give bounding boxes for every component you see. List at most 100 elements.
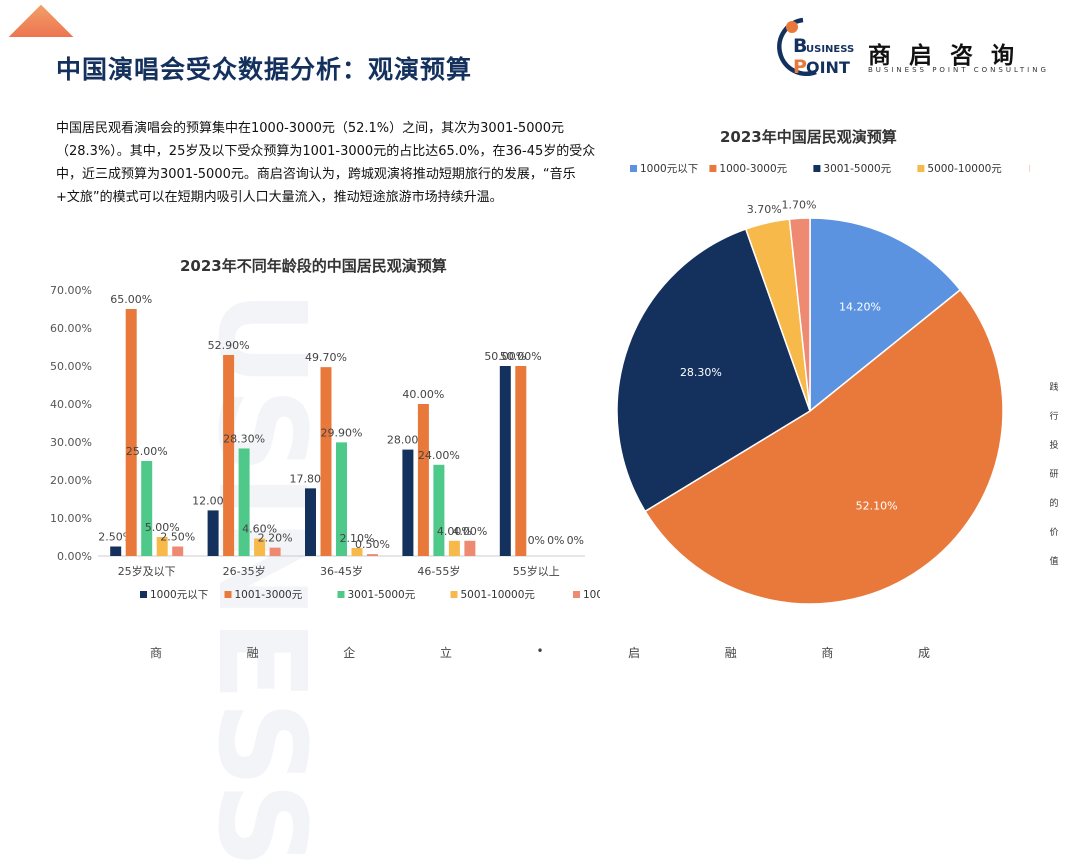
bar: [239, 448, 250, 556]
bar: [126, 309, 137, 556]
x-tick-label: 55岁以上: [513, 564, 560, 578]
x-tick-label: 26-35岁: [223, 564, 266, 578]
legend-label: 3001-5000元: [823, 163, 891, 175]
legend-label: 3001-5000元: [348, 589, 416, 601]
side-slogan-char: 价: [1046, 519, 1062, 548]
bar: [418, 404, 429, 556]
logo-chinese-name: 商启咨询: [868, 36, 1032, 70]
bar-data-label: 50.00%: [500, 350, 542, 363]
side-slogan: 践行投研的价值: [1046, 374, 1062, 577]
bar: [464, 541, 475, 556]
side-slogan-char: 研: [1046, 461, 1062, 490]
side-slogan-char: 值: [1046, 548, 1062, 577]
bar-data-label: 28.30%: [223, 432, 265, 445]
y-tick-label: 10.00%: [50, 512, 92, 525]
bar: [433, 465, 444, 556]
bar-data-label: 24.00%: [418, 449, 460, 462]
summary-paragraph: 中国居民观看演唱会的预算集中在1000-3000元（52.1%）之间，其次为30…: [56, 117, 596, 209]
bar-chart-title: 2023年不同年龄段的中国居民观演预算: [180, 255, 447, 276]
bar-data-label: 40.00%: [402, 388, 444, 401]
bar-data-label: 2.20%: [258, 532, 293, 545]
footer-char: 融: [247, 644, 259, 661]
x-tick-label: 36-45岁: [320, 564, 363, 578]
y-tick-label: 40.00%: [50, 398, 92, 411]
bar-data-label: 0%: [567, 534, 584, 547]
bar-data-label: 65.00%: [110, 293, 152, 306]
legend-label: 10000元以上: [583, 589, 600, 601]
bar: [500, 366, 511, 556]
footer-char: •: [536, 644, 543, 661]
bar-data-label: 25.00%: [126, 445, 168, 458]
bar: [367, 554, 378, 556]
bar-data-label: 2.50%: [160, 531, 195, 544]
y-tick-label: 60.00%: [50, 322, 92, 335]
bar-data-label: 0.50%: [355, 538, 390, 551]
y-tick-label: 20.00%: [50, 474, 92, 487]
legend-swatch: [451, 591, 458, 598]
page-title: 中国演唱会受众数据分析：观演预算: [56, 50, 472, 86]
bar-data-label: 0%: [547, 534, 564, 547]
y-tick-label: 50.00%: [50, 360, 92, 373]
x-tick-label: 46-55岁: [417, 564, 460, 578]
y-tick-label: 0.00%: [57, 550, 92, 563]
pie-data-label: 1.70%: [781, 198, 816, 211]
side-slogan-char: 投: [1046, 432, 1062, 461]
pie-data-label: 14.20%: [839, 301, 881, 314]
legend-label: 5001-10000元: [461, 589, 536, 601]
bar: [223, 355, 234, 556]
logo-word-business: USINESS: [806, 44, 854, 55]
bar: [208, 510, 219, 556]
legend-label: 1000元以下: [150, 589, 208, 601]
legend-swatch: [338, 591, 345, 598]
bar-data-label: 29.90%: [321, 426, 363, 439]
footer-char: 立: [440, 644, 452, 661]
legend-label: 5000-10000元: [927, 163, 1002, 175]
bar-data-label: 4.00%: [452, 525, 487, 538]
footer-char: 商: [821, 644, 833, 661]
legend-swatch: [917, 165, 924, 172]
footer-char: 启: [628, 644, 640, 661]
bar: [110, 547, 121, 557]
legend-swatch: [709, 165, 716, 172]
side-slogan-char: 的: [1046, 490, 1062, 519]
pie-data-label: 28.30%: [680, 366, 722, 379]
side-slogan-char: 行: [1046, 403, 1062, 432]
footer-char: 融: [725, 644, 737, 661]
footer-char: 企: [343, 644, 355, 661]
bar: [402, 450, 413, 556]
bar-data-label: 0%: [528, 534, 545, 547]
legend-swatch: [630, 165, 637, 172]
pie-chart: 1000元以下1000-3000元3001-5000元5000-10000元10…: [610, 150, 1030, 630]
bar: [515, 366, 526, 556]
logo-english-name: BUSINESS POINT CONSULTING: [868, 66, 1049, 74]
y-tick-label: 30.00%: [50, 436, 92, 449]
x-tick-label: 25岁及以下: [118, 564, 176, 578]
logo-mark-icon: B USINESS P OINT: [776, 16, 860, 78]
footer-slogan: 商 融 企 立 • 启 融 商 成: [150, 644, 930, 661]
logo-word-point: OINT: [806, 58, 850, 77]
side-slogan-char: 践: [1046, 374, 1062, 403]
footer-char: 成: [918, 644, 930, 661]
bar: [172, 547, 183, 557]
bar-data-label: 49.70%: [305, 351, 347, 364]
legend-label: 1001-3000元: [235, 589, 303, 601]
legend-label: 1000元以下: [640, 163, 698, 175]
y-tick-label: 70.00%: [50, 284, 92, 297]
logo-letter-p: P: [793, 56, 807, 78]
bar: [141, 461, 152, 556]
pie-data-label: 3.70%: [747, 203, 782, 216]
footer-char: 商: [150, 644, 162, 661]
bar: [449, 541, 460, 556]
pie-data-label: 52.10%: [856, 500, 898, 513]
bar-chart: 0.00% 10.00% 20.00% 30.00% 40.00% 50.00% 60.00…: [0, 280, 600, 640]
legend-swatch: [140, 591, 147, 598]
legend-swatch: [225, 591, 232, 598]
bar: [321, 367, 332, 556]
bar: [270, 548, 281, 556]
company-logo: B USINESS P OINT 商启咨询 BUSINESS POINT CON…: [776, 16, 1066, 78]
pie-chart-title: 2023年中国居民观演预算: [720, 126, 897, 147]
bar: [305, 488, 316, 556]
legend-label: 1000-3000元: [719, 163, 787, 175]
legend-swatch: [573, 591, 580, 598]
legend-swatch: [813, 165, 820, 172]
